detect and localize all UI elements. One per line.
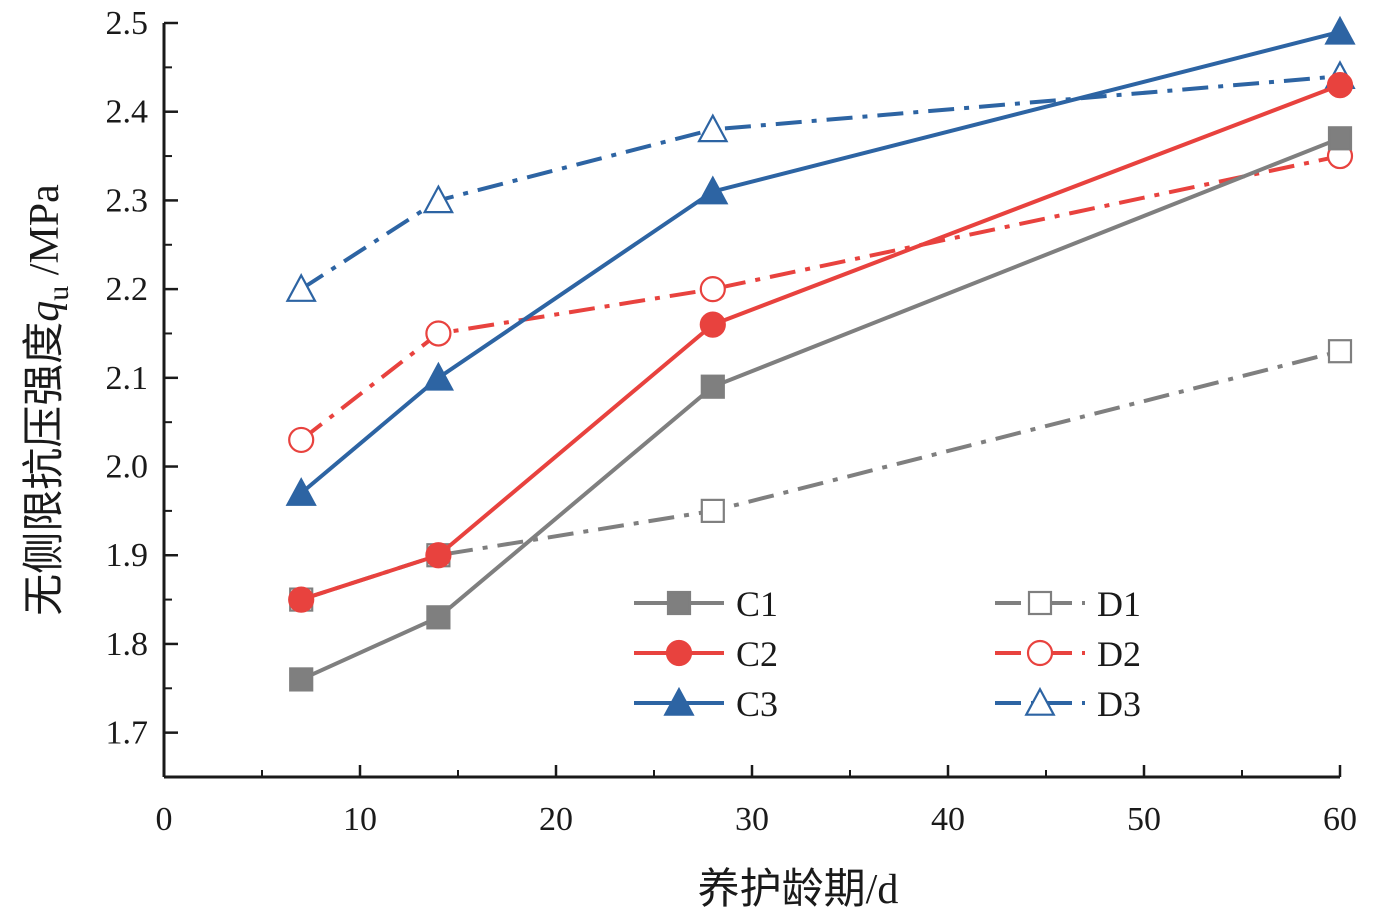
- data-point: [288, 426, 315, 454]
- x-tick-label: 20: [539, 801, 573, 838]
- data-point: [699, 311, 726, 338]
- x-tick-label: 10: [343, 801, 377, 838]
- data-point: [285, 477, 317, 506]
- data-point: [697, 175, 729, 205]
- x-tick-label: 60: [1323, 801, 1357, 838]
- y-tick-label: 2.1: [106, 360, 149, 397]
- y-axis-title-unit: /MPa: [22, 184, 68, 286]
- legend: C1 C2 C3 D1 D2 D3: [634, 584, 1141, 724]
- data-point: [285, 273, 317, 302]
- legend-label: D1: [1097, 584, 1141, 624]
- data-point: [665, 639, 693, 667]
- data-point: [1324, 15, 1356, 45]
- legend-label: C3: [736, 684, 778, 724]
- legend-item-C3: C3: [634, 684, 778, 724]
- legend-item-D3: D3: [995, 684, 1141, 724]
- series-line: [300, 74, 1341, 291]
- y-axis-title-main: 无侧限抗压强度: [21, 322, 68, 616]
- x-tick-label: 0: [156, 801, 173, 838]
- data-point: [666, 590, 692, 616]
- legend-item-D1: D1: [995, 584, 1141, 624]
- data-point: [1327, 126, 1353, 151]
- data-point: [425, 542, 452, 569]
- data-point: [1326, 71, 1354, 99]
- legend-label: D2: [1097, 634, 1141, 674]
- legend-item-D2: D2: [995, 634, 1141, 674]
- data-point: [1027, 590, 1053, 616]
- y-tick-label: 2.2: [106, 271, 149, 308]
- series-C1: [289, 126, 1353, 692]
- data-point: [1026, 639, 1054, 667]
- data-point: [697, 113, 729, 143]
- legend-label: C2: [736, 634, 778, 674]
- y-tick-label: 1.9: [106, 537, 149, 574]
- data-point: [700, 374, 725, 399]
- y-tick-label: 2.3: [106, 182, 149, 219]
- series-line: [299, 29, 1341, 495]
- series-line: [300, 136, 1341, 682]
- legend-item-C2: C2: [634, 634, 778, 674]
- series-D1: [289, 339, 1353, 612]
- legend-label: C1: [736, 584, 778, 624]
- data-point: [426, 605, 451, 630]
- series-line: [299, 154, 1341, 442]
- y-tick-label: 2.0: [106, 449, 149, 486]
- data-point: [700, 498, 725, 523]
- y-axis-title-symbol: q: [22, 301, 68, 322]
- x-tick-label: 30: [735, 801, 769, 838]
- data-point: [699, 276, 726, 303]
- data-point: [1327, 339, 1353, 364]
- series-C3: [285, 15, 1356, 506]
- x-tick-label: 50: [1127, 801, 1161, 838]
- series-D2: [288, 142, 1354, 454]
- axes: 0 10 20 30 40 50 60 1.7 1.8 1.9 2.0 2.1 2.2 2.3 2.4 2.5: [106, 5, 1358, 838]
- y-axis-title: 无侧限抗压强度qu /MPa: [21, 184, 75, 616]
- data-point: [288, 586, 315, 613]
- y-axis-title-subscript: u: [42, 286, 75, 301]
- series-C2: [288, 71, 1354, 613]
- data-point: [1024, 686, 1056, 716]
- data-point: [425, 320, 452, 347]
- series-layer: [285, 15, 1356, 692]
- data-point: [289, 667, 314, 692]
- legend-item-C1: C1: [634, 584, 778, 624]
- x-axis-title: 养护龄期/d: [698, 866, 899, 913]
- legend-label: D3: [1097, 684, 1141, 724]
- series-line: [300, 83, 1341, 602]
- data-point: [422, 184, 454, 214]
- data-point: [663, 686, 695, 716]
- x-tick-label: 40: [931, 801, 965, 838]
- data-point: [422, 361, 454, 391]
- y-tick-label: 1.8: [106, 626, 149, 663]
- y-tick-label: 2.5: [106, 5, 149, 42]
- y-tick-label: 1.7: [106, 715, 149, 752]
- y-tick-label: 2.4: [106, 94, 149, 131]
- series-line: [300, 349, 1341, 602]
